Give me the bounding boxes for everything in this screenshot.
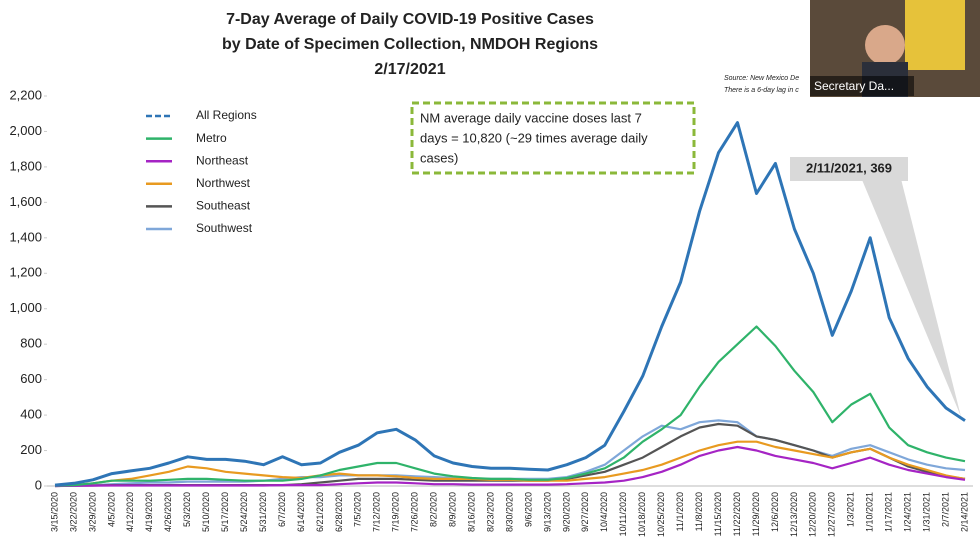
x-tick-label: 9/6/2020	[523, 492, 533, 527]
x-tick-label: 1/17/2021	[884, 492, 894, 532]
x-tick-label: 3/29/2020	[87, 492, 97, 532]
legend-label: Southwest	[196, 221, 253, 235]
x-tick-label: 8/9/2020	[448, 492, 458, 527]
webcam-label: Secretary Da...	[814, 79, 894, 93]
chart-title: by Date of Specimen Collection, NMDOH Re…	[222, 36, 598, 53]
x-tick-label: 9/20/2020	[561, 492, 571, 532]
x-tick-label: 12/13/2020	[789, 492, 799, 537]
x-tick-label: 11/29/2020	[751, 492, 761, 536]
x-tick-label: 12/20/2020	[808, 492, 818, 537]
note-text: NM average daily vaccine doses last 7	[420, 110, 642, 125]
x-tick-label: 6/7/2020	[277, 492, 287, 527]
x-tick-label: 7/5/2020	[353, 492, 363, 527]
note-box	[410, 101, 696, 175]
x-tick-label: 1/24/2021	[903, 492, 913, 532]
x-tick-label: 12/27/2020	[827, 492, 837, 537]
x-tick-label: 11/1/2020	[675, 492, 685, 531]
x-tick-label: 11/8/2020	[694, 492, 704, 531]
x-tick-label: 9/27/2020	[580, 492, 590, 532]
x-tick-label: 4/5/2020	[106, 492, 116, 527]
x-tick-label: 8/16/2020	[466, 492, 476, 532]
x-tick-label: 4/26/2020	[163, 492, 173, 532]
x-tick-label: 7/12/2020	[372, 492, 382, 532]
callout-box	[790, 157, 908, 181]
chart-title: 2/17/2021	[374, 61, 445, 78]
legend-label: Northwest	[196, 176, 251, 190]
x-tick-label: 2/7/2021	[940, 492, 950, 527]
webcam-label-bg	[810, 76, 914, 96]
plot-area: 0 200 400 600 800 1,000 1,200 1,400 1,600 1,800 2,…	[9, 87, 973, 537]
source-text: There is a 6-day lag in c	[724, 87, 799, 94]
x-tick-label: 5/3/2020	[182, 492, 192, 527]
note-text: days = 10,820 (~29 times average daily	[420, 130, 648, 145]
x-tick-label: 4/19/2020	[144, 492, 154, 532]
y-tick-label: 200	[20, 442, 42, 457]
x-tick-label: 6/28/2020	[334, 492, 344, 532]
x-tick-label: 1/3/2021	[846, 492, 856, 527]
legend-label: Southeast	[196, 199, 251, 213]
x-tick-label: 8/30/2020	[504, 492, 514, 532]
series-line	[54, 445, 966, 488]
x-tick-label: 4/12/2020	[125, 492, 135, 532]
x-tick-label: 12/6/2020	[770, 492, 780, 532]
x-tick-label: 6/21/2020	[315, 492, 325, 532]
y-tick-label: 1,600	[9, 194, 42, 209]
y-tick-label: 2,000	[9, 123, 42, 138]
y-tick-label: 1,000	[9, 300, 42, 315]
x-tick-label: 5/17/2020	[220, 492, 230, 532]
source-text: Source: New Mexico De	[724, 75, 799, 82]
y-tick-label: 800	[20, 336, 42, 351]
y-tick-label: 2,200	[9, 87, 42, 102]
x-tick-label: 3/22/2020	[68, 492, 78, 532]
webcam-face	[865, 25, 905, 65]
x-tick-label: 1/10/2021	[865, 492, 875, 532]
series-line	[54, 325, 966, 487]
webcam-flag	[905, 0, 965, 70]
x-tick-label: 5/31/2020	[258, 492, 268, 532]
y-tick-label: 1,800	[9, 158, 42, 173]
legend-label: Northeast	[196, 153, 249, 167]
x-tick-label: 6/14/2020	[296, 492, 306, 532]
x-tick-label: 11/22/2020	[732, 492, 742, 536]
x-tick-label: 8/2/2020	[429, 492, 439, 527]
x-tick-label: 11/15/2020	[713, 492, 723, 536]
x-tick-label: 10/25/2020	[656, 492, 666, 537]
y-tick-label: 600	[20, 371, 42, 386]
x-tick-label: 10/4/2020	[599, 492, 609, 532]
y-tick-label: 400	[20, 407, 42, 422]
x-tick-label: 10/18/2020	[637, 492, 647, 537]
x-tick-label: 8/23/2020	[485, 492, 495, 532]
x-tick-label: 7/19/2020	[391, 492, 401, 532]
callout-pointer	[860, 175, 961, 417]
y-tick-label: 0	[35, 477, 42, 492]
legend-label: All Regions	[196, 108, 257, 122]
x-tick-label: 5/24/2020	[239, 492, 249, 532]
series-line	[54, 121, 966, 487]
x-tick-label: 9/13/2020	[542, 492, 552, 532]
y-tick-label: 1,200	[9, 265, 42, 280]
x-tick-label: 5/10/2020	[201, 492, 211, 532]
chart-title: 7-Day Average of Daily COVID-19 Positive…	[226, 11, 594, 28]
x-tick-label: 1/31/2021	[921, 492, 931, 532]
legend-label: Metro	[196, 131, 227, 145]
x-tick-label: 2/14/2021	[959, 492, 969, 532]
callout-label: 2/11/2021, 369	[806, 160, 892, 175]
y-tick-label: 1,400	[9, 229, 42, 244]
note-text: cases)	[420, 150, 458, 165]
x-tick-label: 3/15/2020	[49, 492, 59, 532]
x-tick-label: 7/26/2020	[410, 492, 420, 532]
x-tick-label: 10/11/2020	[618, 492, 628, 536]
